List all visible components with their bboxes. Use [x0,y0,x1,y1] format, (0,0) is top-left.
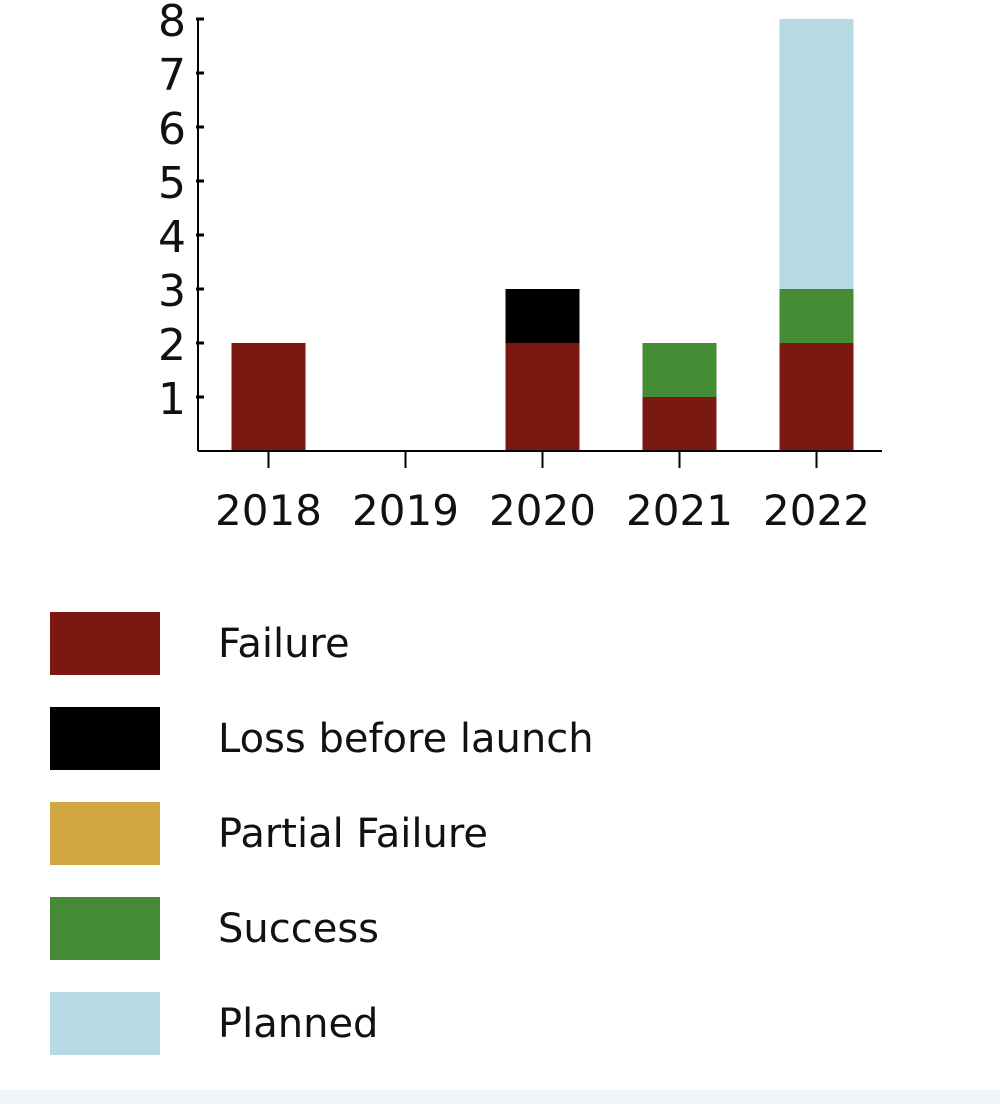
legend-item-partial-failure: Partial Failure [50,802,594,865]
bar-2022-success [779,289,854,343]
bar-2022-planned [779,19,854,289]
x-axis: 2018 2019 2020 2021 2022 [198,450,882,535]
bottom-strip [0,1090,1000,1104]
bar-2020-failure [505,343,580,451]
legend-item-loss-before-launch: Loss before launch [50,707,594,770]
y-tick-label: 3 [158,266,186,317]
legend-label: Planned [218,1000,379,1047]
bar-2021-failure [642,397,717,451]
y-tick-label: 8 [158,0,186,47]
legend-label: Failure [218,620,350,667]
y-tick-label: 4 [158,212,186,263]
legend-label: Partial Failure [218,810,489,857]
legend-swatch [50,802,160,865]
bars-group [231,19,854,451]
legend: Failure Loss before launch Partial Failure… [50,612,594,1087]
bar-2022-failure [779,343,854,451]
legend-item-failure: Failure [50,612,594,675]
legend-swatch [50,707,160,770]
y-tick-label: 6 [158,104,186,155]
legend-item-success: Success [50,897,594,960]
bar-2020-loss-before-launch [505,289,580,343]
legend-swatch [50,992,160,1055]
x-tick-label: 2022 [763,486,870,535]
bar-2018-failure [231,343,306,451]
legend-item-planned: Planned [50,992,594,1055]
x-tick-label: 2018 [215,486,322,535]
y-tick-label: 1 [158,374,186,425]
legend-swatch [50,612,160,675]
legend-swatch [50,897,160,960]
y-tick-label: 7 [158,50,186,101]
x-tick-label: 2019 [352,486,459,535]
y-tick-label: 5 [158,158,186,209]
legend-label: Loss before launch [218,715,594,762]
x-tick-label: 2020 [489,486,596,535]
bar-2021-success [642,343,717,397]
x-tick-label: 2021 [626,486,733,535]
legend-label: Success [218,905,380,952]
y-tick-label: 2 [158,320,186,371]
